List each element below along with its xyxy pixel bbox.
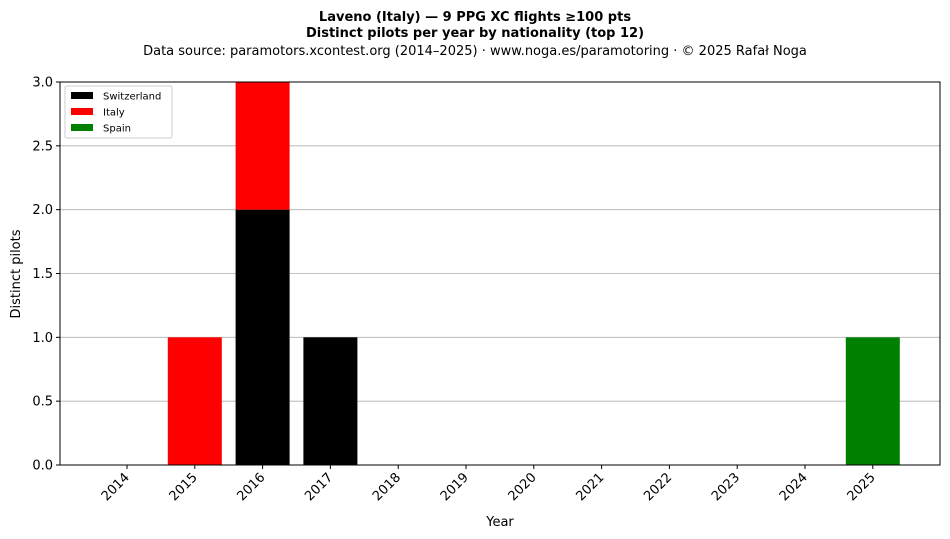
x-tick-label: 2017: [302, 470, 336, 504]
x-tick-label: 2016: [234, 470, 268, 504]
x-tick-label: 2020: [506, 470, 540, 504]
legend: Switzerland Italy Spain: [64, 85, 173, 139]
y-axis-label: Distinct pilots: [9, 229, 24, 318]
y-axis: 0.0 0.5 1.0 1.5 2.0 2.5 3.0: [32, 76, 60, 474]
x-tick-label: 2015: [167, 470, 201, 504]
x-axis-label: Year: [485, 515, 514, 530]
bar-spain-2025: [845, 337, 900, 465]
legend-swatch-spain: [71, 124, 93, 131]
y-tick-label: 1.5: [32, 267, 53, 282]
x-tick-label: 2018: [370, 470, 404, 504]
x-axis: 2014 2015 2016 2017 2018 2019 2020 2021 2022 2023…: [99, 465, 879, 504]
bar-switzerland-2017: [303, 337, 358, 465]
y-tick-label: 0.0: [32, 459, 53, 474]
y-tick-label: 2.0: [32, 203, 53, 218]
x-tick-label: 2023: [709, 470, 743, 504]
bar-italy-2015: [167, 337, 222, 465]
y-tick-label: 0.5: [32, 395, 53, 410]
x-tick-label: 2024: [777, 470, 811, 504]
chart-source: Data source: paramotors.xcontest.org (20…: [143, 44, 807, 59]
legend-label-switzerland: Switzerland: [103, 92, 161, 103]
y-tick-label: 2.5: [32, 139, 53, 154]
chart-title: Laveno (Italy) — 9 PPG XC flights ≥100 p…: [319, 10, 631, 25]
y-tick-label: 3.0: [32, 76, 53, 91]
legend-swatch-italy: [71, 108, 93, 115]
x-tick-label: 2021: [573, 470, 607, 504]
bars: [167, 82, 900, 465]
legend-label-italy: Italy: [103, 108, 125, 119]
x-tick-label: 2022: [641, 470, 675, 504]
legend-label-spain: Spain: [103, 124, 131, 135]
y-tick-label: 1.0: [32, 331, 53, 346]
bar-italy-2016: [235, 82, 290, 210]
bar-switzerland-2016: [235, 209, 290, 465]
x-tick-label: 2014: [99, 470, 133, 504]
x-tick-label: 2019: [438, 470, 472, 504]
legend-swatch-switzerland: [71, 92, 93, 99]
chart-subtitle: Distinct pilots per year by nationality …: [306, 26, 644, 41]
x-tick-label: 2025: [845, 470, 879, 504]
